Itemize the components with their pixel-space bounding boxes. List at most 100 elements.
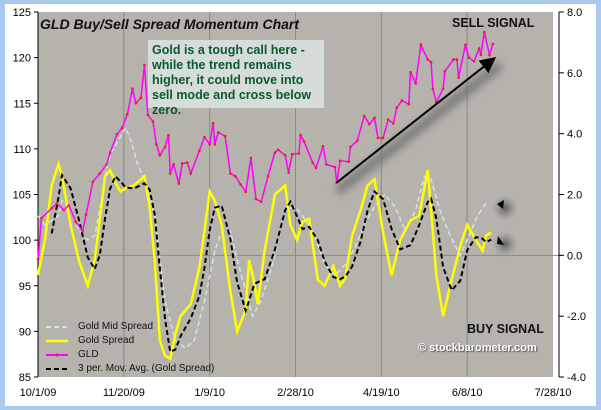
gld-point <box>259 200 263 204</box>
gld-point <box>108 151 112 154</box>
gld-point <box>67 204 71 207</box>
gld-point <box>488 53 491 57</box>
gld-point <box>189 172 193 175</box>
gld-point <box>151 120 155 123</box>
trend-arrow-shadow <box>335 62 502 194</box>
gld-point <box>368 122 371 126</box>
gld-point <box>249 156 253 160</box>
gld-point <box>314 166 318 170</box>
gld-point <box>163 145 167 149</box>
sell-signal-label: SELL SIGNAL <box>452 16 535 30</box>
right-tick-label: -4.0 <box>567 372 586 384</box>
left-tick-label: 125 <box>13 7 31 19</box>
x-tick-label: 11/20/09 <box>103 387 145 399</box>
gld-point <box>216 131 220 134</box>
gld-point <box>198 149 201 152</box>
gld-point <box>472 59 476 63</box>
gld-point <box>356 139 359 142</box>
gld-point <box>98 172 102 175</box>
chart-title: GLD Buy/Sell Spread Momentum Chart <box>40 16 300 32</box>
gld-point <box>311 161 314 164</box>
gld-point <box>167 133 170 137</box>
series-moving-average <box>50 172 492 354</box>
gld-point <box>74 220 78 224</box>
legend-label: Gold Spread <box>78 335 135 346</box>
gld-point <box>81 229 84 233</box>
gld-point <box>287 171 290 174</box>
legend-swatch-gld-marker <box>55 353 59 357</box>
gld-point <box>431 87 435 90</box>
gld-point <box>177 182 181 185</box>
gld-point <box>273 151 277 154</box>
gld-point <box>203 135 206 139</box>
x-tick-label: 4/19/10 <box>363 387 400 399</box>
x-tick-label: 7/28/10 <box>535 387 572 399</box>
gld-point <box>213 143 217 146</box>
right-tick-label: 0.0 <box>567 250 582 262</box>
gld-point <box>234 174 237 178</box>
left-tick-label: 95 <box>19 281 31 293</box>
gld-point <box>186 161 189 164</box>
gld-point <box>290 153 294 156</box>
gld-point <box>395 106 399 110</box>
gld-point <box>131 87 134 90</box>
left-tick-label: 110 <box>13 144 31 156</box>
gld-point <box>392 122 395 125</box>
gld-point <box>409 70 412 74</box>
series-gold-spread <box>36 159 492 361</box>
gld-point <box>479 53 483 57</box>
gld-point <box>457 76 460 79</box>
gld-point <box>84 213 88 216</box>
gld-point <box>91 180 95 184</box>
gld-point <box>134 101 138 105</box>
left-tick-label: 85 <box>19 372 31 384</box>
left-tick-label: 120 <box>13 53 31 65</box>
gld-point <box>50 206 54 210</box>
x-tick-label: 2/28/10 <box>277 387 314 399</box>
down-arrow-icon <box>497 236 504 245</box>
trend-arrow <box>336 56 497 184</box>
gld-point <box>426 58 429 61</box>
gld-point <box>172 163 175 166</box>
gld-point <box>419 43 423 47</box>
x-tick-label: 6/8/10 <box>452 387 483 399</box>
right-tick-label: 8.0 <box>567 7 582 19</box>
legend-item-gold-spread: Gold Spread <box>52 335 134 346</box>
gld-point <box>283 153 287 157</box>
gld-point <box>386 118 390 121</box>
buy-signal-label: BUY SIGNAL <box>467 322 544 336</box>
left-tick-label: 105 <box>13 190 31 202</box>
gld-point <box>266 174 270 178</box>
gld-point <box>347 160 351 163</box>
gld-point <box>455 58 459 61</box>
gld-point <box>228 172 232 175</box>
gld-point <box>338 159 342 163</box>
gld-point <box>477 47 481 50</box>
gld-point <box>467 56 471 59</box>
left-tick-label: 115 <box>13 98 31 110</box>
gld-point <box>55 202 59 205</box>
gld-point <box>407 102 411 106</box>
right-tick-label: 2.0 <box>567 190 582 202</box>
gld-point <box>120 126 124 130</box>
left-tick-label: 100 <box>13 235 31 247</box>
gld-point <box>349 145 352 149</box>
gld-point <box>302 140 306 143</box>
arrow-shadow <box>492 231 518 257</box>
gld-point <box>429 60 433 64</box>
gld-point <box>146 113 150 117</box>
gld-point <box>36 257 40 261</box>
legend-label: 3 per. Mov. Avg. (Gold Spread) <box>78 363 215 374</box>
gld-point <box>400 99 404 102</box>
gld-point <box>376 136 380 140</box>
arrow-shadow <box>492 195 518 221</box>
gld-point <box>299 133 302 137</box>
gld-point <box>464 43 467 47</box>
gld-point <box>180 162 184 165</box>
gld-point <box>211 122 215 125</box>
gld-point <box>223 134 227 138</box>
up-arrow-icon <box>497 200 504 209</box>
x-tick-label: 10/1/09 <box>20 387 57 399</box>
gld-point <box>483 30 486 34</box>
gld-point <box>105 163 108 166</box>
